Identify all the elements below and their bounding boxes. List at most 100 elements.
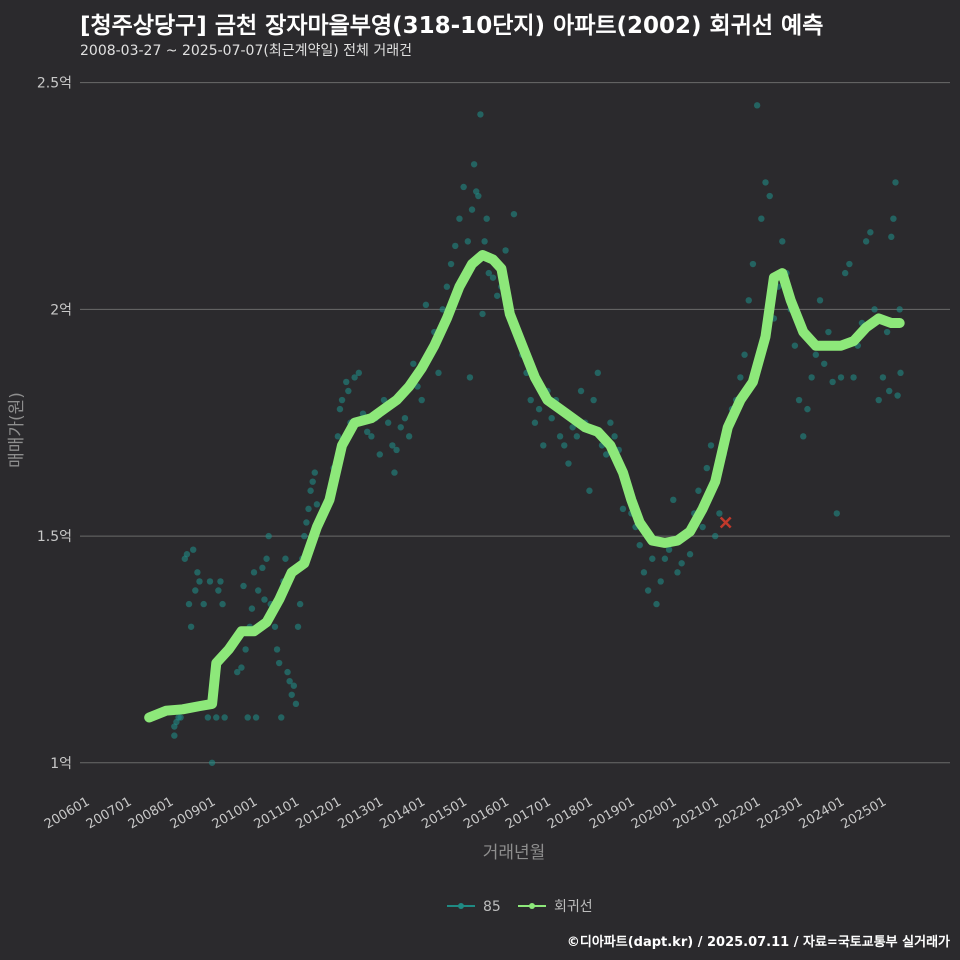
data-point: [275, 659, 283, 667]
data-point: [502, 247, 509, 254]
data-point: [653, 600, 660, 608]
y-axis-title: 매매가(원): [7, 392, 27, 468]
data-point: [215, 587, 222, 594]
data-point: [196, 578, 203, 585]
data-point: [833, 510, 840, 517]
data-point: [435, 369, 442, 377]
data-point: [368, 433, 375, 440]
y-tick-label: 2.5억: [37, 76, 72, 92]
legend: 85 회귀선: [447, 899, 593, 915]
legend-label: 85: [483, 899, 501, 915]
data-point: [644, 587, 652, 594]
x-tick-label: 202101: [671, 794, 721, 832]
data-point: [569, 424, 576, 431]
data-point: [206, 578, 214, 585]
data-point: [334, 433, 342, 440]
data-point: [410, 360, 417, 367]
data-point: [292, 700, 300, 708]
data-point: [401, 414, 409, 422]
x-tick-label: 202001: [629, 794, 679, 832]
data-point: [284, 668, 291, 676]
data-point: [661, 555, 669, 562]
data-point: [749, 260, 757, 268]
data-point: [821, 360, 828, 367]
data-point: [336, 405, 344, 413]
data-point: [678, 560, 685, 567]
data-point: [657, 578, 664, 585]
data-point: [841, 269, 849, 277]
data-point: [670, 496, 677, 504]
data-point: [611, 433, 618, 440]
data-point: [271, 623, 279, 630]
data-point: [602, 451, 610, 458]
data-point: [475, 192, 482, 200]
data-point: [219, 600, 226, 608]
latest-trade-marker: [719, 516, 732, 529]
legend-marker: [458, 903, 464, 909]
data-point: [816, 297, 824, 304]
data-point: [244, 714, 251, 721]
data-point: [296, 600, 304, 608]
scatter-series-85: [171, 102, 904, 766]
data-point: [548, 414, 555, 422]
data-point: [890, 215, 897, 222]
data-point: [238, 664, 245, 671]
data-point: [892, 179, 899, 186]
data-point: [766, 192, 773, 200]
data-point: [466, 374, 474, 381]
x-tick-label: 201601: [461, 794, 511, 832]
data-point: [240, 582, 247, 590]
data-point: [758, 215, 765, 222]
data-point: [699, 523, 706, 531]
data-point: [309, 478, 316, 485]
data-point: [886, 387, 893, 395]
data-point: [879, 374, 887, 381]
legend-item: 85: [447, 899, 501, 915]
data-point: [384, 419, 392, 426]
data-point: [282, 555, 289, 562]
data-point: [808, 374, 815, 381]
data-point: [741, 351, 748, 358]
data-point: [447, 260, 455, 268]
x-tick-label: 201101: [252, 794, 302, 832]
data-point: [481, 238, 488, 245]
data-point: [252, 714, 260, 721]
data-point: [883, 328, 891, 336]
x-tick-label: 201901: [587, 794, 637, 832]
data-point: [192, 587, 199, 594]
data-point: [894, 392, 901, 399]
data-point: [290, 682, 298, 689]
data-point: [273, 646, 281, 653]
data-point: [510, 210, 518, 218]
data-point: [779, 238, 786, 245]
chart-subtitle: 2008-03-27 ~ 2025-07-07(최근계약일) 전체 거래건: [80, 43, 412, 59]
data-point: [286, 677, 293, 685]
data-point: [846, 260, 853, 268]
x-axis-ticks: 2006012007012008012009012010012011012012…: [42, 794, 889, 832]
x-tick-label: 201801: [545, 794, 595, 832]
data-point: [405, 433, 413, 440]
data-point: [397, 424, 404, 431]
data-point: [812, 351, 820, 358]
data-point: [380, 396, 388, 404]
x-tick-label: 202401: [797, 794, 847, 832]
data-point: [452, 242, 459, 250]
data-point: [351, 374, 358, 381]
x-tick-label: 200801: [126, 794, 176, 832]
data-point: [791, 342, 799, 349]
x-tick-label: 202201: [713, 794, 763, 832]
data-point: [493, 292, 501, 299]
regression-series: [144, 250, 905, 723]
data-point: [393, 446, 400, 454]
data-point: [301, 532, 308, 540]
regression-line: [144, 250, 905, 723]
data-point: [540, 442, 547, 449]
data-point: [187, 623, 195, 630]
data-point: [200, 600, 207, 608]
data-point: [460, 183, 467, 191]
y-tick-label: 2억: [50, 302, 72, 318]
x-tick-label: 200601: [42, 794, 92, 832]
data-point: [389, 442, 396, 449]
chart-title: [청주상당구] 금천 장자마을부영(318-10단지) 아파트(2002) 회귀…: [80, 13, 824, 39]
data-point: [313, 501, 321, 508]
